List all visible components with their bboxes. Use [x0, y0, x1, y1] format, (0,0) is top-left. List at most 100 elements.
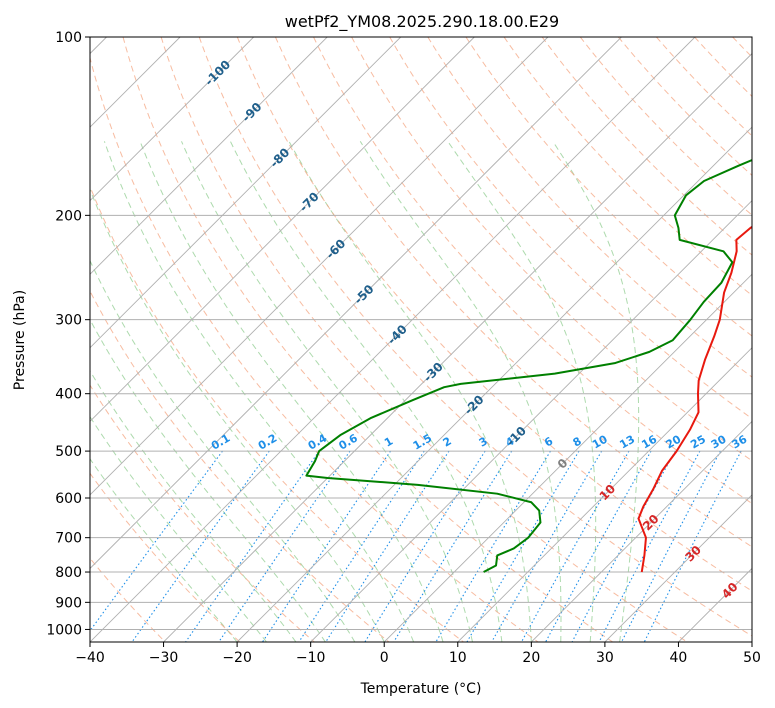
dry-adiabat-line	[122, 37, 613, 642]
isotherm-line	[236, 126, 752, 642]
dry-adiabat-line	[771, 37, 775, 642]
dry-adiabat-line	[541, 37, 752, 256]
dewpoint-line	[305, 158, 752, 573]
isotherm-line	[90, 37, 254, 202]
mixing-ratio-label: 1	[382, 435, 395, 450]
mixing-ratio-line	[520, 450, 630, 642]
mixing-ratio-lines	[90, 450, 742, 642]
y-tick-label: 700	[55, 531, 82, 547]
isotherm-line	[604, 494, 752, 642]
plot-area: 0.1 0.2 0.4 0.6 1 1.5 2 3 4 6 8 10 13 16 20 25 30 36-100-…	[90, 37, 775, 642]
dry-adiabat-line	[351, 37, 752, 462]
isotherm-line	[90, 37, 696, 642]
dry-adiabat-line	[579, 37, 752, 216]
x-tick-label: 40	[670, 650, 688, 666]
isotherm-line	[90, 37, 402, 349]
y-axis-label: Pressure (hPa)	[12, 290, 28, 390]
mixing-ratio-label: 2	[441, 435, 454, 450]
dry-adiabat-line	[732, 37, 752, 58]
dry-adiabat-line	[503, 37, 752, 296]
mixing-ratio-label: 25	[688, 433, 708, 452]
x-axis-ticks: −40 −30 −20 −10 0 10 20 30 40 50	[75, 642, 761, 666]
dry-adiabats	[90, 37, 775, 642]
x-tick-label: 0	[380, 650, 389, 666]
mixing-ratio-line	[545, 450, 652, 642]
mixing-ratio-label: 36	[729, 432, 749, 451]
mixing-ratio-label: 30	[709, 432, 729, 451]
isotherm-line	[90, 37, 328, 275]
dry-adiabat-line	[465, 37, 752, 337]
mixing-ratio-line	[218, 450, 351, 642]
dry-adiabat-line	[694, 37, 752, 98]
moist-adiabat-line	[229, 141, 503, 642]
isotherm-line	[383, 273, 752, 642]
mixing-ratio-label: 13	[617, 433, 637, 452]
isotherm-line	[90, 37, 622, 570]
mixing-ratio-line	[571, 450, 676, 642]
y-tick-label: 300	[55, 313, 82, 329]
mixing-ratio-line	[364, 450, 486, 642]
isotherm-line	[90, 37, 475, 422]
x-tick-label: −30	[149, 650, 179, 666]
y-axis-ticks: 100 200 300 400 500 600 700 800 900 1000	[46, 30, 90, 638]
dry-adiabat-line	[90, 55, 539, 642]
x-tick-label: 50	[743, 650, 761, 666]
temperature-line	[637, 225, 752, 573]
moist-adiabats	[90, 141, 640, 642]
dry-adiabat-line	[90, 384, 315, 642]
sounding-series	[305, 158, 752, 573]
mixing-ratio-line	[621, 450, 721, 642]
dry-adiabat-line	[90, 185, 464, 642]
mixing-ratio-line	[466, 450, 580, 642]
x-tick-label: −40	[75, 650, 105, 666]
mixing-ratio-label: 0.1	[209, 432, 232, 453]
moist-adiabat-line	[359, 141, 562, 642]
mixing-ratio-label: 6	[542, 434, 555, 449]
x-tick-label: 20	[522, 650, 540, 666]
dry-adiabat-line	[160, 37, 688, 642]
isotherm-line	[457, 347, 752, 642]
y-tick-label: 900	[55, 595, 82, 611]
dry-adiabat-line	[427, 37, 752, 378]
x-tick-label: 30	[596, 650, 614, 666]
dry-adiabat-line	[90, 472, 241, 642]
isotherms	[90, 37, 752, 642]
x-tick-label: 10	[449, 650, 467, 666]
isotherm-line	[310, 200, 752, 642]
moist-adiabat-line	[90, 458, 238, 642]
y-tick-label: 200	[55, 208, 82, 224]
mixing-ratio-label: 3	[477, 435, 490, 450]
mixing-ratio-line	[393, 450, 513, 642]
plot-frame	[89, 36, 753, 643]
isotherm-line	[531, 420, 752, 642]
mixing-ratio-label: 20	[664, 432, 684, 451]
chart-title: wetPf2_YM08.2025.290.18.00.E29	[285, 12, 559, 32]
mixing-ratio-label: 8	[571, 435, 584, 450]
moist-adiabat-line	[181, 141, 473, 642]
dry-adiabat-line	[236, 37, 752, 592]
dry-adiabat-line	[313, 37, 752, 505]
pressure-gridlines	[90, 37, 752, 630]
y-tick-label: 400	[55, 387, 82, 403]
mixing-ratio-line	[491, 450, 603, 642]
isotherm-line	[751, 641, 752, 642]
isotherm-line	[163, 52, 752, 642]
x-tick-label: −10	[296, 650, 326, 666]
y-tick-label: 500	[55, 444, 82, 460]
mixing-ratio-line	[185, 450, 320, 642]
mixing-ratio-label: 10	[590, 432, 610, 451]
dry-adiabat-line	[389, 37, 752, 420]
mixing-ratio-line	[131, 450, 270, 642]
dry-adiabat-line	[198, 37, 752, 637]
isotherm-line	[90, 37, 549, 496]
x-tick-label: −20	[222, 650, 252, 666]
dry-adiabat-line	[90, 290, 390, 642]
y-tick-label: 100	[55, 30, 82, 46]
y-tick-label: 800	[55, 565, 82, 581]
y-tick-label: 600	[55, 491, 82, 507]
mixing-ratio-line	[435, 450, 551, 642]
mixing-ratio-line	[598, 450, 701, 642]
dry-adiabat-line	[274, 37, 752, 548]
x-axis-label: Temperature (°C)	[360, 681, 482, 697]
